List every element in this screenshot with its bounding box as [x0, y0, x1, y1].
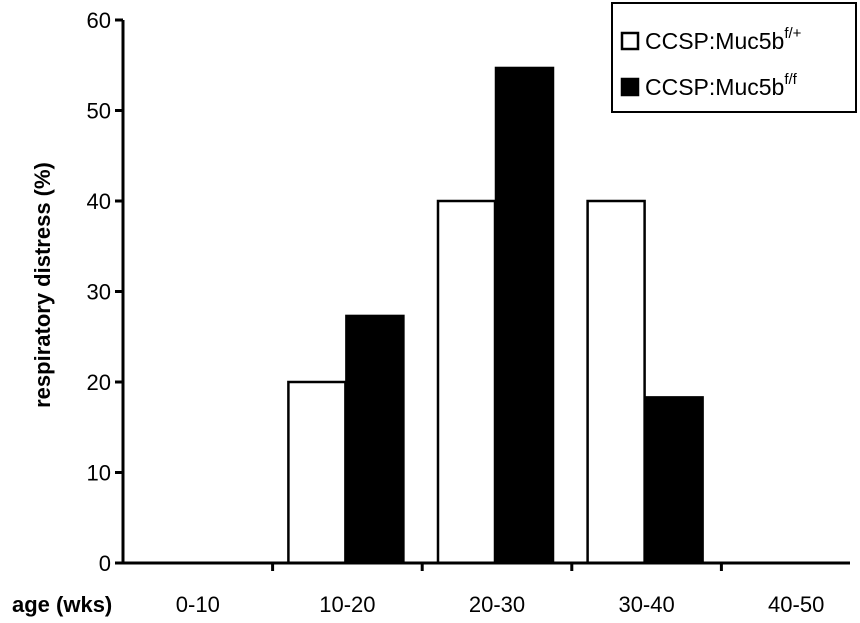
legend-swatch-f-f — [620, 77, 640, 97]
x-tick-label: 30-40 — [618, 592, 674, 617]
bar-f-plus-10-20 — [287, 380, 347, 565]
x-tick-label: 0-10 — [176, 592, 220, 617]
bar-f-plus-30-40 — [586, 199, 646, 565]
bar-f-f-30-40 — [644, 396, 704, 565]
bars — [287, 66, 704, 565]
y-tick-label: 0 — [99, 551, 111, 576]
bar-f-f-10-20 — [345, 314, 405, 565]
y-tick-label: 40 — [87, 189, 111, 214]
y-axis-tick-labels: 0 10 20 30 40 50 60 — [87, 8, 111, 576]
y-tick-label: 60 — [87, 8, 111, 33]
bar-f-f-20-30 — [494, 66, 555, 565]
legend-box — [611, 2, 857, 113]
y-axis-ticks — [115, 18, 123, 565]
bar-f-plus-20-30 — [436, 199, 497, 565]
y-tick-label: 50 — [87, 99, 111, 124]
y-axis-title: respiratory distress (%) — [30, 162, 55, 408]
x-tick-label: 40-50 — [768, 592, 824, 617]
x-tick-label: 20-30 — [469, 592, 525, 617]
legend-entry-f-f: CCSP:Muc5bf/f — [645, 71, 798, 100]
x-axis-title: age (wks) — [12, 592, 112, 617]
legend: CCSP:Muc5bf/+ CCSP:Muc5bf/f — [611, 2, 857, 113]
y-tick-label: 30 — [87, 280, 111, 305]
x-tick-label: 10-20 — [319, 592, 375, 617]
y-tick-label: 20 — [87, 370, 111, 395]
x-axis-tick-labels: 0-10 10-20 20-30 30-40 40-50 — [176, 592, 825, 617]
y-tick-label: 10 — [87, 461, 111, 486]
legend-swatch-f-plus — [620, 31, 640, 51]
legend-entry-f-plus: CCSP:Muc5bf/+ — [645, 25, 802, 54]
